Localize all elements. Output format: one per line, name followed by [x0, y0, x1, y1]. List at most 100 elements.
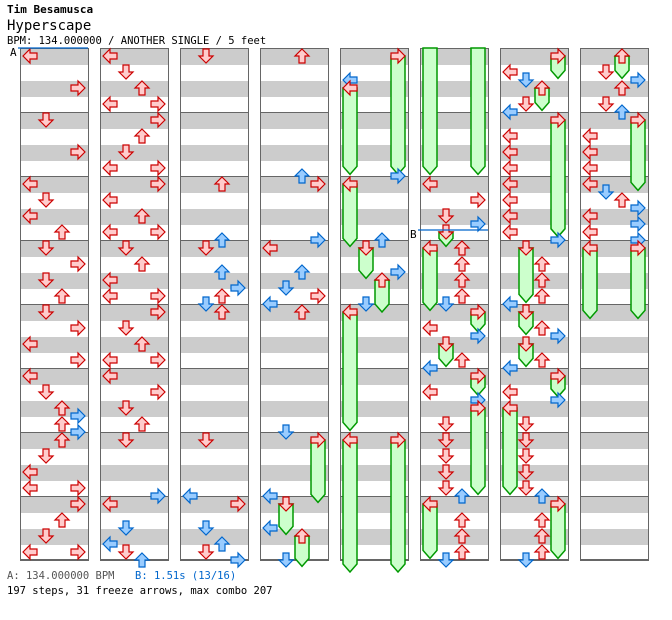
arrow-right-icon: [390, 263, 406, 281]
column-notes: [182, 48, 246, 569]
arrow-right-icon: [150, 383, 166, 401]
arrow-up-icon: [133, 552, 151, 568]
arrow-left-icon: [182, 487, 198, 505]
arrow-right-icon: [390, 167, 406, 185]
freeze-arrow-left: [342, 311, 358, 432]
arrow-left-icon: [502, 103, 518, 121]
arrow-up-icon: [373, 272, 391, 288]
arrow-left-icon: [262, 295, 278, 313]
arrow-up-icon: [293, 168, 311, 184]
arrow-left-icon: [262, 487, 278, 505]
arrow-up-icon: [613, 80, 631, 96]
freeze-arrow-right: [390, 55, 406, 176]
arrow-up-icon: [453, 528, 471, 544]
arrow-right-icon: [70, 143, 86, 161]
arrow-right-icon: [70, 351, 86, 369]
arrow-right-icon: [70, 79, 86, 97]
arrow-left-icon: [502, 359, 518, 377]
freeze-arrow-down: [518, 247, 534, 304]
arrow-right-icon: [310, 175, 326, 193]
arrow-right-icon: [630, 111, 646, 129]
arrow-up-icon: [453, 488, 471, 504]
arrow-up-icon: [613, 192, 631, 208]
artist-name: Tim Besamusca: [7, 3, 94, 16]
arrow-right-icon: [550, 367, 566, 385]
freeze-arrow-right: [630, 119, 646, 192]
arrow-up-icon: [613, 48, 631, 64]
arrow-left-icon: [102, 351, 118, 369]
freeze-arrow-left: [342, 183, 358, 248]
arrow-up-icon: [453, 544, 471, 560]
arrow-up-icon: [453, 272, 471, 288]
chart-info: BPM: 134.000000 / ANOTHER SINGLE / 5 fee…: [7, 35, 267, 47]
arrow-up-icon: [133, 336, 151, 352]
arrow-left-icon: [502, 207, 518, 225]
arrow-left-icon: [102, 367, 118, 385]
arrow-up-icon: [53, 432, 71, 448]
arrow-down-icon: [517, 448, 535, 464]
chart-stats: 197 steps, 31 freeze arrows, max combo 2…: [7, 585, 273, 597]
arrow-down-icon: [597, 184, 615, 200]
arrow-left-icon: [502, 175, 518, 193]
column-notes: [502, 47, 566, 568]
arrow-up-icon: [373, 232, 391, 248]
arrow-up-icon: [453, 256, 471, 272]
song-title: Hyperscape: [7, 18, 92, 34]
arrow-up-icon: [53, 416, 71, 432]
arrow-left-icon: [102, 287, 118, 305]
arrow-right-icon: [70, 479, 86, 497]
freeze-arrow-left: [422, 47, 438, 176]
column-notes: [422, 47, 486, 568]
arrow-left-icon: [22, 47, 38, 65]
arrow-down-icon: [517, 304, 535, 320]
arrow-down-icon: [357, 296, 375, 312]
column-notes: [22, 47, 86, 561]
arrow-up-icon: [533, 80, 551, 96]
arrow-right-icon: [230, 495, 246, 513]
arrow-down-icon: [437, 432, 455, 448]
arrow-up-icon: [533, 320, 551, 336]
arrow-up-icon: [53, 288, 71, 304]
arrow-left-icon: [262, 239, 278, 257]
arrow-left-icon: [582, 175, 598, 193]
arrow-up-icon: [213, 288, 231, 304]
arrow-down-icon: [37, 448, 55, 464]
arrow-left-icon: [582, 159, 598, 177]
arrow-right-icon: [470, 215, 486, 233]
arrow-down-icon: [437, 480, 455, 496]
freeze-arrow-right: [470, 47, 486, 176]
arrow-down-icon: [117, 240, 135, 256]
arrow-right-icon: [70, 407, 86, 425]
arrow-up-icon: [213, 264, 231, 280]
arrow-left-icon: [582, 143, 598, 161]
arrow-right-icon: [390, 431, 406, 449]
arrow-up-icon: [133, 128, 151, 144]
arrow-left-icon: [422, 359, 438, 377]
arrow-up-icon: [213, 304, 231, 320]
arrow-down-icon: [517, 240, 535, 256]
marker-label: A: [10, 46, 17, 59]
arrow-up-icon: [293, 528, 311, 544]
arrow-down-icon: [117, 400, 135, 416]
arrow-down-icon: [37, 112, 55, 128]
arrow-down-icon: [197, 432, 215, 448]
arrow-right-icon: [550, 231, 566, 249]
arrow-left-icon: [502, 383, 518, 401]
column-notes: [582, 48, 646, 320]
arrow-down-icon: [437, 448, 455, 464]
arrow-left-icon: [22, 367, 38, 385]
arrow-down-icon: [117, 144, 135, 160]
freeze-arrow-left: [422, 503, 438, 560]
arrow-left-icon: [502, 143, 518, 161]
arrow-down-icon: [437, 336, 455, 352]
arrow-right-icon: [470, 303, 486, 321]
arrow-up-icon: [293, 48, 311, 64]
arrow-left-icon: [502, 399, 518, 417]
arrow-up-icon: [133, 80, 151, 96]
arrow-right-icon: [470, 327, 486, 345]
arrow-left-icon: [102, 271, 118, 289]
arrow-down-icon: [277, 424, 295, 440]
column-notes: [102, 47, 166, 568]
freeze-arrow-left: [342, 87, 358, 176]
freeze-arrow-right: [470, 407, 486, 496]
